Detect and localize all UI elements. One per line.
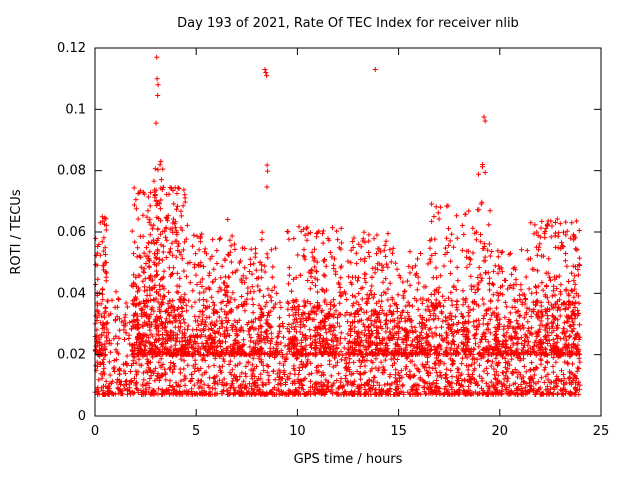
axis-tick-labels: 0 5 10 15 20 25 0 0.02 0.04 0.06 0.08 0.1 0.12 xyxy=(57,41,609,439)
x-tick-label: 10 xyxy=(289,424,306,439)
axis-ticks xyxy=(94,47,602,417)
x-tick-label: 5 xyxy=(192,424,200,439)
y-tick-label: 0.1 xyxy=(65,102,86,117)
y-tick-label: 0.04 xyxy=(57,286,86,301)
chart-title: Day 193 of 2021, Rate Of TEC Index for r… xyxy=(177,16,519,31)
y-tick-label: 0.12 xyxy=(57,41,86,56)
y-tick-label: 0.08 xyxy=(57,164,86,179)
x-tick-label: 15 xyxy=(390,424,407,439)
y-tick-label: 0.02 xyxy=(57,348,86,363)
y-tick-label: 0.06 xyxy=(57,225,86,240)
y-tick-label: 0 xyxy=(78,409,86,424)
scatter-marker-path xyxy=(92,54,583,397)
y-axis-label: ROTI / TECUs xyxy=(9,189,24,274)
x-tick-label: 0 xyxy=(91,424,99,439)
data-points xyxy=(92,54,583,397)
x-axis-label: GPS time / hours xyxy=(294,452,403,467)
x-tick-label: 25 xyxy=(593,424,610,439)
x-tick-label: 20 xyxy=(492,424,509,439)
